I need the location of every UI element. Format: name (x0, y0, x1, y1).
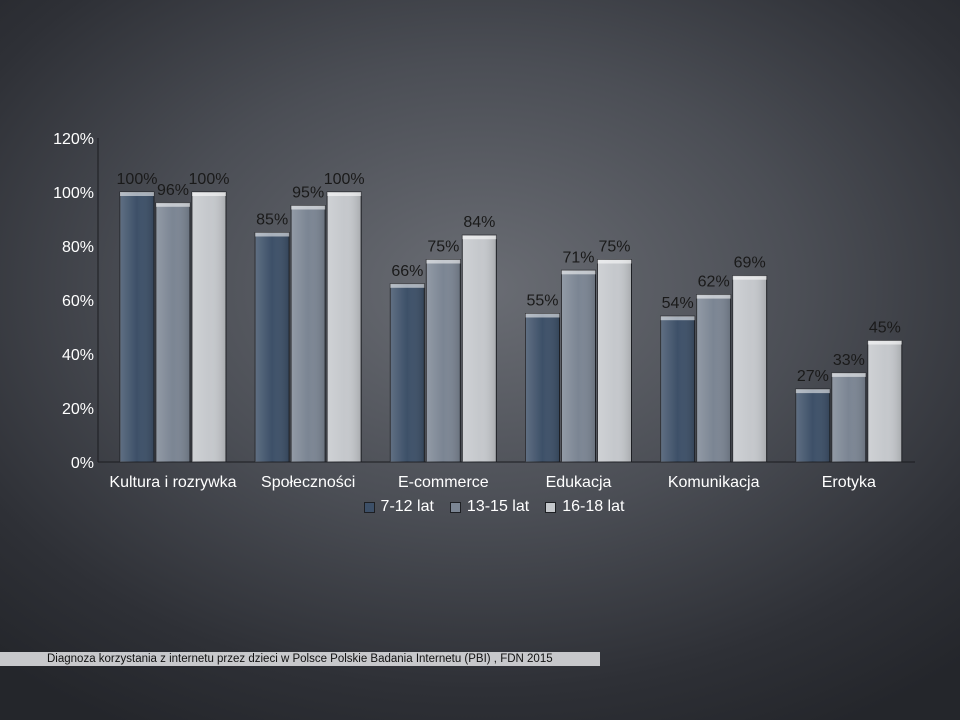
bar-top-highlight (831, 372, 866, 377)
bar-top-highlight (795, 389, 830, 394)
bar-sheen (462, 235, 497, 462)
bar-sheen (327, 192, 362, 462)
y-tick-label: 100% (53, 185, 94, 202)
bar-chart: 0%20%40%60%80%100%120% 100%96%100%85%95%… (53, 131, 915, 491)
data-label: 84% (463, 214, 495, 231)
bar-top-highlight (525, 313, 560, 318)
legend-label: 7-12 lat (380, 498, 434, 515)
bar-top-highlight (732, 275, 767, 280)
data-label: 100% (117, 171, 158, 188)
legend-item: 7-12 lat (363, 498, 434, 516)
legend-swatch (545, 501, 557, 513)
data-label: 100% (189, 171, 230, 188)
bar-sheen (561, 270, 596, 462)
source-caption: Diagnoza korzystania z internetu przez d… (0, 652, 600, 666)
category-label: Edukacja (546, 474, 612, 491)
data-label: 75% (427, 239, 459, 256)
bar-sheen (831, 372, 866, 462)
data-label: 85% (256, 212, 288, 229)
data-labels: 100%96%100%85%95%100%66%75%84%55%71%75%5… (117, 171, 901, 385)
category-label: Erotyka (822, 474, 876, 491)
bar-top-highlight (426, 259, 461, 264)
legend-label: 16-18 lat (562, 498, 625, 515)
data-label: 33% (833, 352, 865, 369)
bar-top-highlight (597, 259, 632, 264)
bar-top-highlight (867, 340, 902, 345)
category-label: Komunikacja (668, 474, 760, 491)
legend-item: 16-18 lat (545, 498, 624, 516)
bar-top-highlight (192, 192, 226, 196)
legend: 7-12 lat 13-15 lat 16-18 lat (0, 498, 960, 516)
data-label: 100% (324, 171, 365, 188)
data-label: 95% (292, 185, 324, 202)
bar-sheen (660, 316, 695, 462)
bar-sheen (192, 192, 226, 462)
bar-top-highlight (696, 294, 731, 299)
data-label: 62% (698, 274, 730, 291)
bar-sheen (291, 205, 326, 462)
bar-top-highlight (390, 283, 425, 288)
legend-label: 13-15 lat (466, 498, 530, 515)
data-label: 55% (526, 293, 558, 310)
bar-top-highlight (561, 270, 596, 275)
y-tick-label: 80% (62, 239, 94, 256)
y-axis-ticks: 0% 20% 40% 60% 80% 100% 120% (53, 131, 94, 472)
category-labels: Kultura i rozrywka Społeczności E-commerce… (109, 474, 876, 491)
category-label: Kultura i rozrywka (109, 474, 236, 491)
data-label: 75% (598, 239, 630, 256)
bar-top-highlight (255, 232, 290, 237)
bar-sheen (795, 389, 830, 462)
bar-sheen (597, 259, 632, 462)
data-label: 69% (734, 255, 766, 272)
bar-top-highlight (156, 202, 190, 207)
bar-top-highlight (660, 316, 695, 321)
bar-sheen (867, 340, 902, 462)
y-tick-label: 20% (62, 401, 94, 418)
data-label: 66% (391, 263, 423, 280)
bars (119, 191, 903, 463)
bar-sheen (156, 202, 190, 463)
data-label: 96% (157, 182, 189, 199)
bar-top-highlight (291, 205, 326, 210)
bar-sheen (696, 294, 731, 462)
data-label: 27% (797, 368, 829, 385)
y-tick-label: 40% (62, 347, 94, 364)
y-tick-label: 120% (53, 131, 94, 148)
y-tick-label: 60% (62, 293, 94, 310)
category-label: E-commerce (398, 474, 489, 491)
bar-top-highlight (462, 235, 497, 240)
bar-sheen (426, 259, 461, 462)
bar-sheen (390, 283, 425, 462)
y-tick-label: 0% (71, 455, 94, 472)
bar-top-highlight (120, 192, 154, 196)
legend-swatch (449, 501, 461, 513)
bar-sheen (120, 192, 154, 462)
bar-top-highlight (327, 192, 362, 196)
bar-sheen (525, 313, 560, 462)
data-label: 45% (869, 320, 901, 337)
bar-sheen (255, 232, 290, 462)
category-label: Społeczności (261, 474, 355, 491)
legend-item: 13-15 lat (449, 498, 530, 516)
legend-swatch (363, 501, 375, 513)
data-label: 71% (562, 249, 594, 266)
bar-sheen (732, 275, 767, 462)
data-label: 54% (662, 295, 694, 312)
